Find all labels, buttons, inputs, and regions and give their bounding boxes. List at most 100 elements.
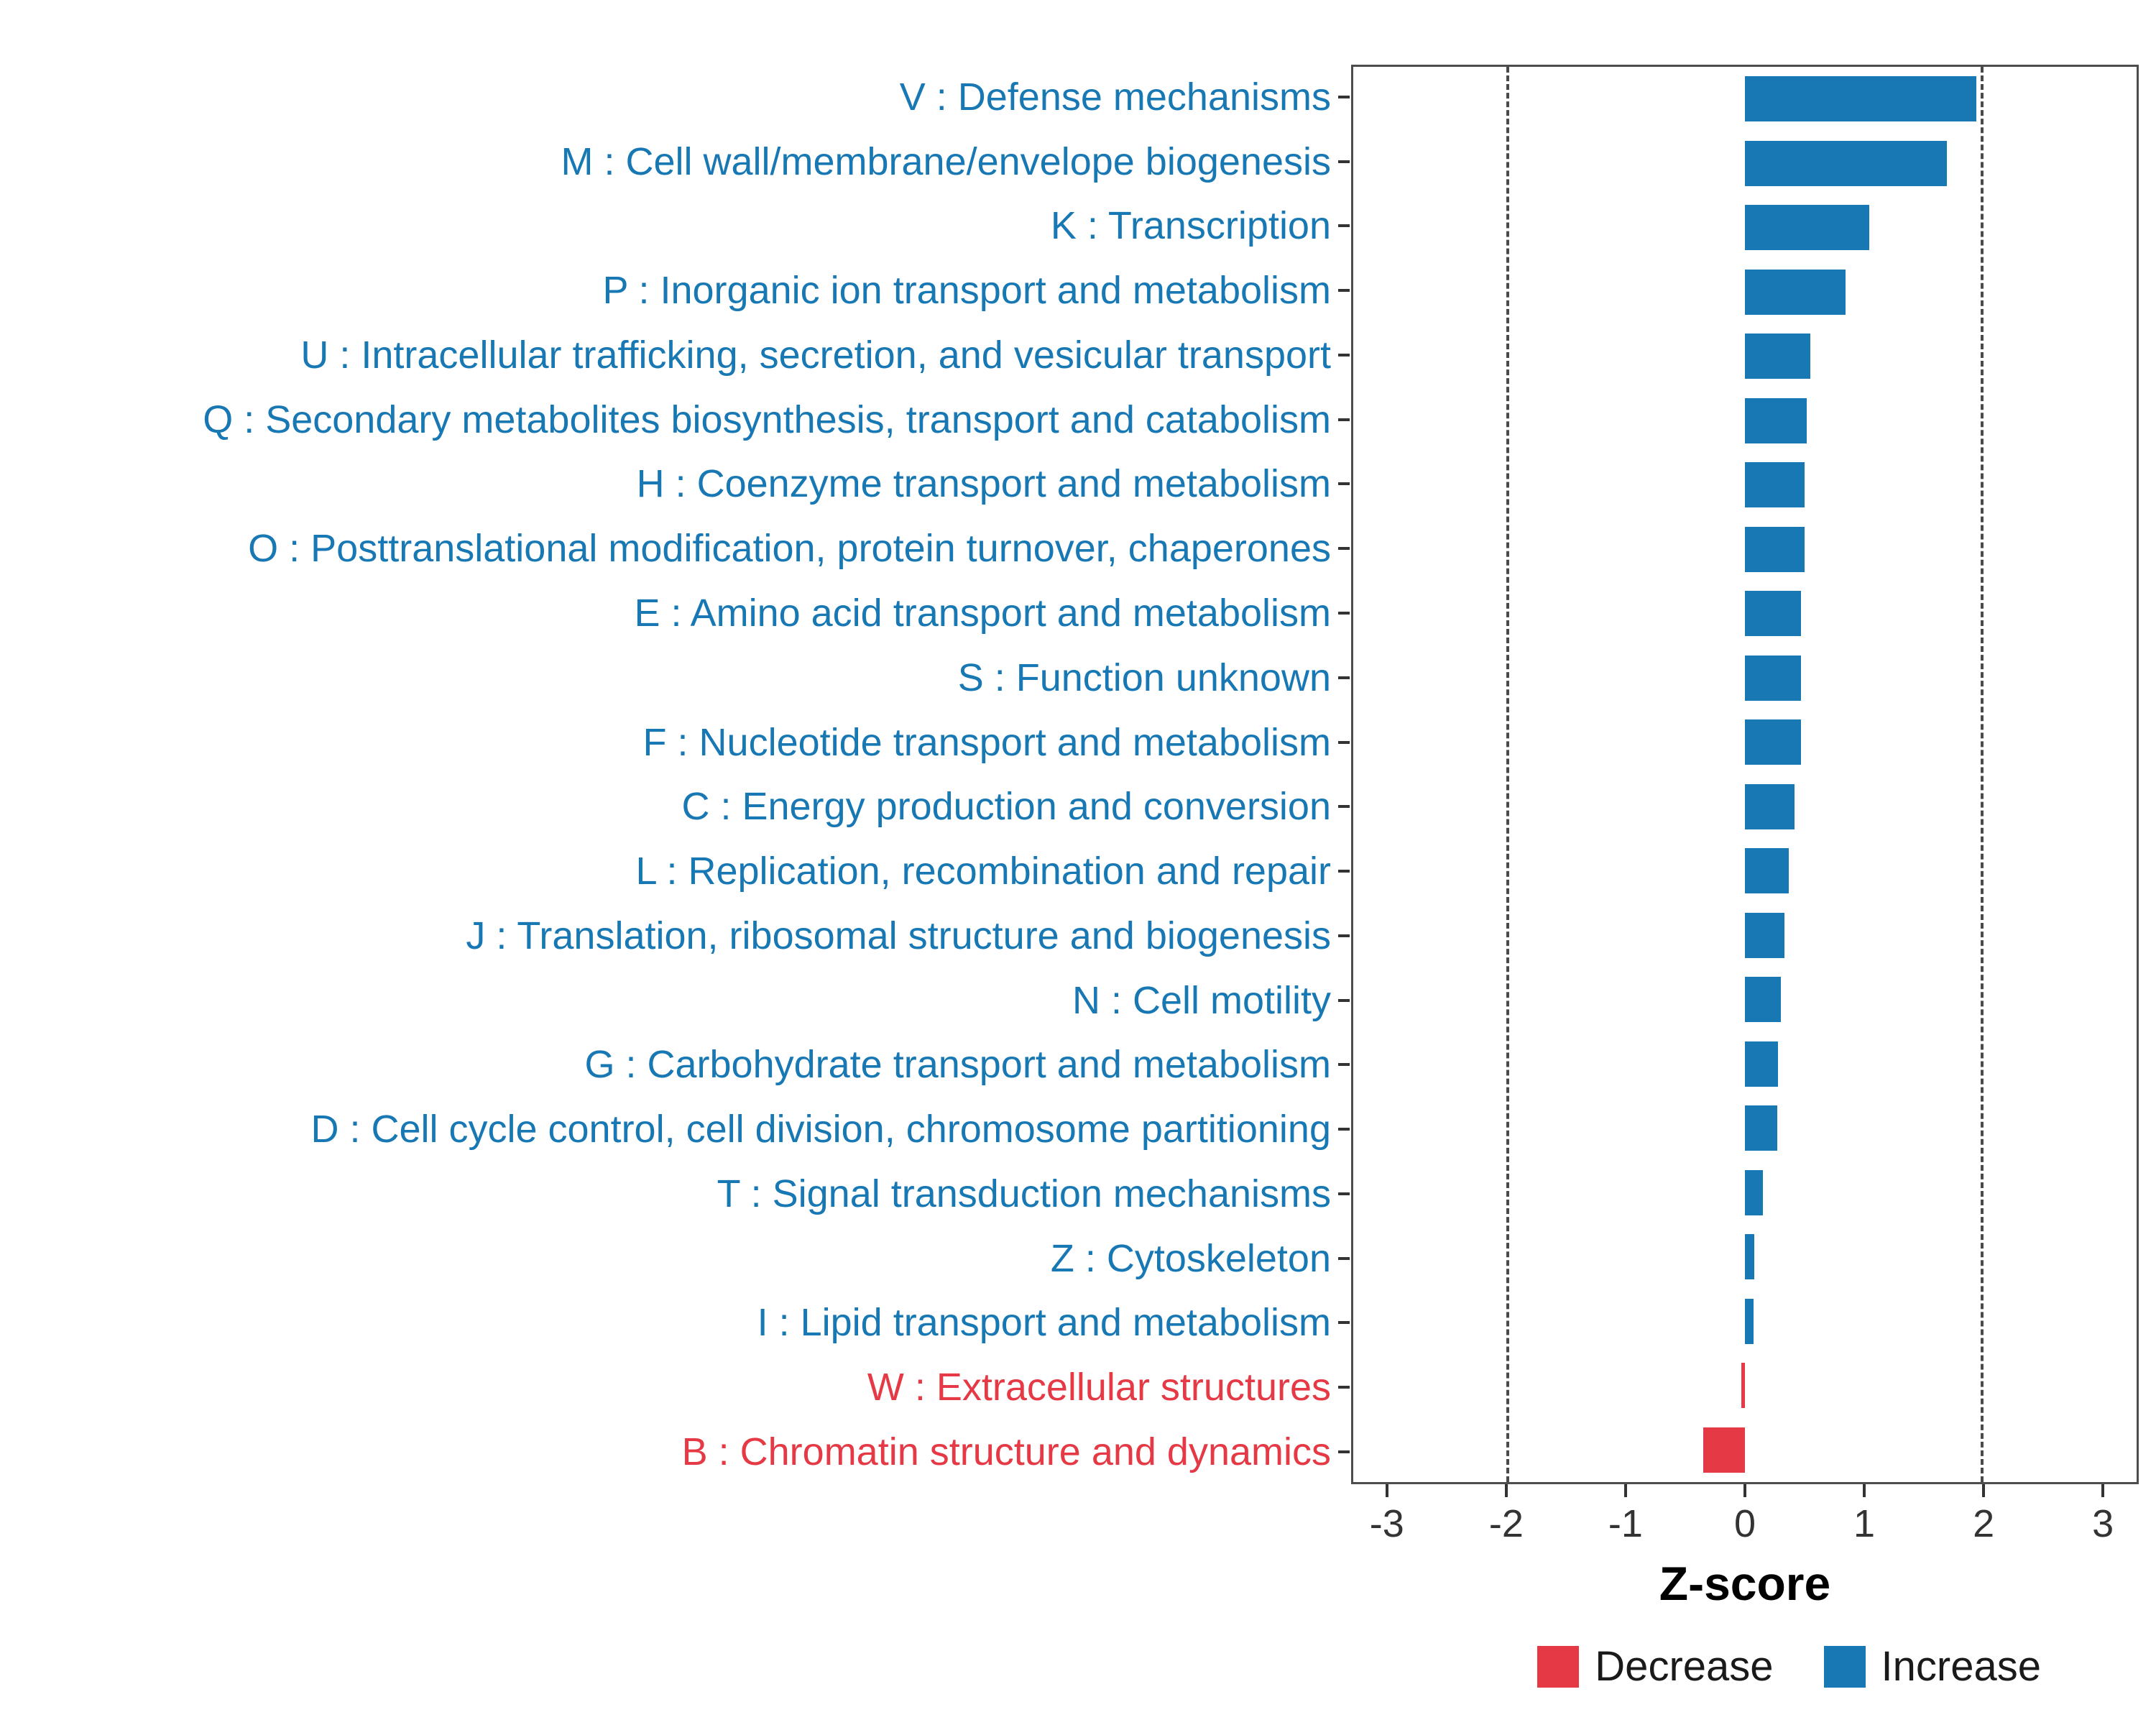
legend-swatch-decrease bbox=[1537, 1646, 1580, 1688]
bar-increase bbox=[1745, 205, 1870, 251]
category-label: H : Coenzyme transport and metabolism bbox=[636, 462, 1331, 506]
category-label: N : Cell motility bbox=[1072, 978, 1331, 1022]
y-axis-tick bbox=[1338, 95, 1350, 98]
y-axis-tick bbox=[1338, 418, 1350, 421]
bar-increase bbox=[1745, 140, 1947, 186]
bar-increase bbox=[1745, 76, 1977, 122]
category-label: G : Carbohydrate transport and metabolis… bbox=[584, 1043, 1332, 1087]
bar-decrease bbox=[1703, 1427, 1745, 1473]
category-row: K : Transcription bbox=[0, 194, 1350, 259]
x-axis-tick-label: -2 bbox=[1488, 1502, 1524, 1545]
reference-line bbox=[1506, 67, 1509, 1482]
x-axis-tick-label: -3 bbox=[1369, 1502, 1404, 1545]
category-label: S : Function unknown bbox=[957, 656, 1331, 699]
reference-line bbox=[1981, 67, 1984, 1482]
bar-increase bbox=[1745, 591, 1801, 637]
category-row: L : Replication, recombination and repai… bbox=[0, 839, 1350, 903]
bar-increase bbox=[1745, 912, 1784, 958]
category-row: D : Cell cycle control, cell division, c… bbox=[0, 1097, 1350, 1162]
category-label: T : Signal transduction mechanisms bbox=[717, 1172, 1331, 1215]
x-axis-tick bbox=[1863, 1484, 1866, 1497]
x-axis-tick bbox=[1623, 1484, 1627, 1497]
category-label: Z : Cytoskeleton bbox=[1050, 1236, 1331, 1280]
bar-increase bbox=[1745, 334, 1810, 380]
category-row: S : Function unknown bbox=[0, 645, 1350, 710]
category-row: F : Nucleotide transport and metabolism bbox=[0, 710, 1350, 775]
category-label: M : Cell wall/membrane/envelope biogenes… bbox=[561, 139, 1331, 183]
x-axis-title: Z-score bbox=[1659, 1557, 1831, 1610]
category-row: U : Intracellular trafficking, secretion… bbox=[0, 323, 1350, 387]
bar-increase bbox=[1745, 526, 1805, 572]
y-axis-tick bbox=[1338, 1128, 1350, 1131]
category-label: L : Replication, recombination and repai… bbox=[635, 850, 1331, 893]
y-axis-tick bbox=[1338, 482, 1350, 486]
y-axis-tick bbox=[1338, 1256, 1350, 1260]
category-label: W : Extracellular structures bbox=[867, 1366, 1331, 1409]
y-axis-tick bbox=[1338, 1450, 1350, 1453]
category-row: H : Coenzyme transport and metabolism bbox=[0, 452, 1350, 517]
category-row: Z : Cytoskeleton bbox=[0, 1226, 1350, 1291]
bar-increase bbox=[1745, 1105, 1777, 1151]
category-row: M : Cell wall/membrane/envelope biogenes… bbox=[0, 129, 1350, 194]
category-row: I : Lipid transport and metabolism bbox=[0, 1291, 1350, 1356]
legend-swatch-increase bbox=[1823, 1646, 1866, 1688]
category-row: O : Posttranslational modification, prot… bbox=[0, 516, 1350, 581]
category-row: V : Defense mechanisms bbox=[0, 65, 1350, 129]
category-row: T : Signal transduction mechanisms bbox=[0, 1162, 1350, 1226]
x-axis-tick bbox=[1982, 1484, 1986, 1497]
category-row: J : Translation, ribosomal structure and… bbox=[0, 903, 1350, 968]
y-axis-tick bbox=[1338, 612, 1350, 615]
bar-increase bbox=[1745, 462, 1805, 508]
y-axis-tick bbox=[1338, 160, 1350, 163]
bar-increase bbox=[1745, 1169, 1763, 1215]
bar-increase bbox=[1745, 1298, 1754, 1344]
x-axis-tick-label: 0 bbox=[1733, 1502, 1756, 1545]
bar-increase bbox=[1745, 269, 1846, 315]
x-axis-tick-label: 2 bbox=[1973, 1502, 1995, 1545]
y-axis-category-labels: V : Defense mechanisms M : Cell wall/memb… bbox=[0, 65, 1350, 1484]
x-axis-tick bbox=[1743, 1484, 1746, 1497]
y-axis-tick bbox=[1338, 870, 1350, 873]
y-axis-tick bbox=[1338, 740, 1350, 744]
legend-label: Increase bbox=[1881, 1643, 2041, 1690]
category-label: P : Inorganic ion transport and metaboli… bbox=[602, 269, 1331, 313]
category-row: G : Carbohydrate transport and metabolis… bbox=[0, 1032, 1350, 1097]
x-axis-tick-label: -1 bbox=[1608, 1502, 1643, 1545]
category-label: U : Intracellular trafficking, secretion… bbox=[300, 333, 1331, 377]
category-row: C : Energy production and conversion bbox=[0, 774, 1350, 839]
y-axis-tick bbox=[1338, 676, 1350, 679]
y-axis-tick bbox=[1338, 805, 1350, 809]
x-axis: -3 -2 -1 0 1 2 3 bbox=[1351, 1484, 2139, 1570]
category-label: Q : Secondary metabolites biosynthesis, … bbox=[203, 397, 1331, 441]
x-axis-tick-label: 1 bbox=[1853, 1502, 1876, 1545]
y-axis-tick bbox=[1338, 547, 1350, 551]
y-axis-tick bbox=[1338, 1321, 1350, 1325]
y-axis-tick bbox=[1338, 353, 1350, 356]
category-label: C : Energy production and conversion bbox=[681, 785, 1331, 829]
category-label: B : Chromatin structure and dynamics bbox=[681, 1430, 1331, 1473]
legend: Decrease Increase bbox=[1537, 1646, 2041, 1688]
x-axis-tick bbox=[2101, 1484, 2105, 1497]
y-axis-tick bbox=[1338, 934, 1350, 937]
category-label: E : Amino acid transport and metabolism bbox=[634, 592, 1331, 635]
category-row: N : Cell motility bbox=[0, 968, 1350, 1033]
category-label: J : Translation, ribosomal structure and… bbox=[466, 914, 1331, 957]
legend-label: Decrease bbox=[1595, 1643, 1774, 1690]
x-axis-tick bbox=[1504, 1484, 1508, 1497]
x-axis-tick-label: 3 bbox=[2092, 1502, 2114, 1545]
plot-panel bbox=[1351, 65, 2139, 1484]
category-label: O : Posttranslational modification, prot… bbox=[248, 527, 1331, 571]
y-axis-tick bbox=[1338, 289, 1350, 293]
bar-increase bbox=[1745, 977, 1781, 1023]
category-row: B : Chromatin structure and dynamics bbox=[0, 1420, 1350, 1484]
category-label: V : Defense mechanisms bbox=[899, 75, 1331, 119]
bar-increase bbox=[1745, 397, 1807, 443]
legend-item-decrease: Decrease bbox=[1537, 1643, 1774, 1690]
y-axis-tick bbox=[1338, 224, 1350, 228]
x-axis-tick bbox=[1385, 1484, 1388, 1497]
bar-increase bbox=[1745, 848, 1789, 894]
category-row: Q : Secondary metabolites biosynthesis, … bbox=[0, 387, 1350, 452]
y-axis-tick bbox=[1338, 1192, 1350, 1195]
legend-item-increase: Increase bbox=[1823, 1643, 2041, 1690]
